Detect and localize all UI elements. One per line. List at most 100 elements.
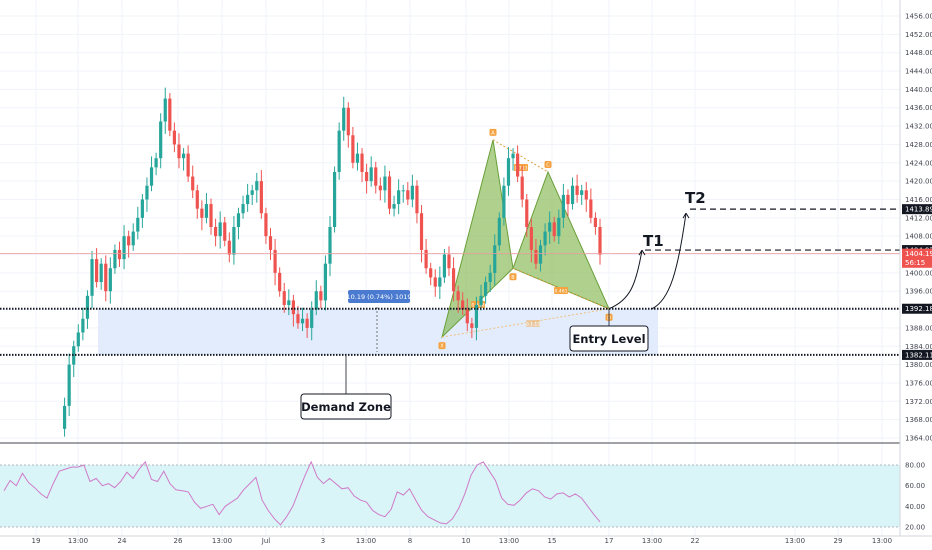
- time-tick-label: 13:00: [499, 537, 519, 545]
- candle-body: [104, 263, 108, 292]
- candle-body: [378, 185, 382, 191]
- candle-body: [232, 227, 236, 255]
- pattern-point-label: B: [511, 275, 515, 281]
- candle-body: [433, 277, 437, 287]
- candle-body: [99, 263, 103, 283]
- price-badge: [902, 248, 932, 259]
- price-tick-label: 1408.00: [905, 233, 932, 241]
- candle-body: [593, 217, 598, 227]
- price-tick-label: 1436.00: [905, 104, 932, 112]
- candle-body: [534, 249, 538, 264]
- candle-body: [493, 245, 497, 273]
- pattern-point-badge: [438, 342, 446, 350]
- candle-body: [429, 268, 433, 278]
- price-badge-label: 1382.11: [905, 351, 932, 359]
- candle-body: [589, 199, 593, 218]
- candle-body: [392, 204, 396, 209]
- candle-body: [406, 190, 410, 200]
- t2-arrow-path: [651, 213, 687, 310]
- price-badge-label: 1404.19: [905, 250, 932, 258]
- candle-body: [195, 190, 199, 209]
- candle-body: [548, 222, 552, 232]
- candle-body: [447, 254, 451, 269]
- time-tick-label: 22: [691, 537, 700, 545]
- candle-body: [465, 309, 469, 324]
- candle-body: [287, 300, 291, 305]
- candle-body: [424, 249, 428, 269]
- pattern-ratio-label: 0.1.13: [526, 322, 540, 328]
- candle-body: [328, 227, 332, 264]
- measure-label: 10.19 (0.74%) 1019: [346, 293, 411, 301]
- price-tick-label: 1416.00: [905, 196, 932, 204]
- candle-body: [273, 249, 277, 273]
- candle-body: [442, 254, 447, 278]
- time-tick-label: 13:00: [872, 537, 892, 545]
- candle-body: [255, 181, 259, 191]
- price-tick-label: 1428.00: [905, 141, 932, 149]
- time-tick-label: 8: [408, 537, 412, 545]
- candle-body: [122, 236, 126, 260]
- candle-body: [117, 249, 122, 260]
- candle-body: [168, 98, 172, 131]
- price-tick-label: 1396.00: [905, 288, 932, 296]
- candle-body: [67, 364, 71, 406]
- candle-body: [355, 153, 360, 163]
- candle-body: [570, 185, 575, 205]
- candle-body: [177, 144, 181, 159]
- candle-body: [81, 318, 85, 333]
- rsi-tick-label: 40.00: [905, 503, 925, 511]
- candle-body: [488, 272, 492, 283]
- price-badge-label: 1392.18: [905, 305, 932, 313]
- time-tick-label: 24: [118, 537, 127, 545]
- price-tick-label: 1364.00: [905, 435, 932, 443]
- t1-label: T1: [643, 232, 664, 250]
- candle-body: [131, 231, 135, 246]
- price-tick-label: 1432.00: [905, 123, 932, 131]
- annotations: 10.19 (0.74%) 1019 T1 T2 Entry Level Demand …: [300, 189, 706, 420]
- candle-body: [332, 171, 337, 227]
- candle-body: [172, 130, 177, 145]
- price-tick-label: 1388.00: [905, 324, 932, 332]
- candle-body: [342, 107, 346, 131]
- candle-body: [383, 176, 387, 191]
- candle-body: [213, 227, 218, 237]
- rsi-panel: [0, 442, 900, 528]
- pattern-point-label: A: [491, 130, 495, 136]
- candle-body: [323, 263, 328, 301]
- pattern-point-badge: [544, 160, 552, 168]
- candle-body: [227, 240, 231, 255]
- candle-body: [479, 295, 483, 305]
- candle-body: [145, 185, 149, 200]
- price-badge: [902, 204, 932, 215]
- time-tick-label: 3: [321, 537, 325, 545]
- price-badge-label: 56:15: [905, 259, 925, 267]
- rsi-line: [3, 460, 601, 526]
- price-tick-label: 1444.00: [905, 68, 932, 76]
- time-tick-label: 13:00: [212, 537, 232, 545]
- price-badge: [902, 303, 932, 314]
- time-tick-label: 17: [605, 537, 614, 545]
- candle-body: [62, 405, 67, 429]
- candle-body: [223, 222, 227, 241]
- pattern-ac-line: [492, 139, 549, 173]
- demand-callout-label: Demand Zone: [301, 400, 391, 414]
- candle-body: [296, 314, 300, 324]
- levels: [0, 208, 900, 356]
- t2-arrowhead: [682, 212, 690, 219]
- entry-callout-label: Entry Level: [572, 332, 645, 346]
- price-badge-label: 1413.89: [905, 206, 932, 214]
- price-tick-label: 1440.00: [905, 86, 932, 94]
- pattern-ratio-badge: [526, 320, 540, 327]
- candle-body: [598, 227, 602, 255]
- candle-body: [209, 204, 213, 227]
- price-tick-label: 1456.00: [905, 13, 932, 21]
- entry-callout-box: [569, 325, 649, 352]
- candle-body: [337, 130, 341, 172]
- candle-body: [154, 158, 158, 168]
- candle-body: [236, 213, 241, 227]
- candle-body: [300, 318, 305, 324]
- candle-body: [410, 185, 414, 200]
- pattern-point-label: C: [546, 163, 550, 169]
